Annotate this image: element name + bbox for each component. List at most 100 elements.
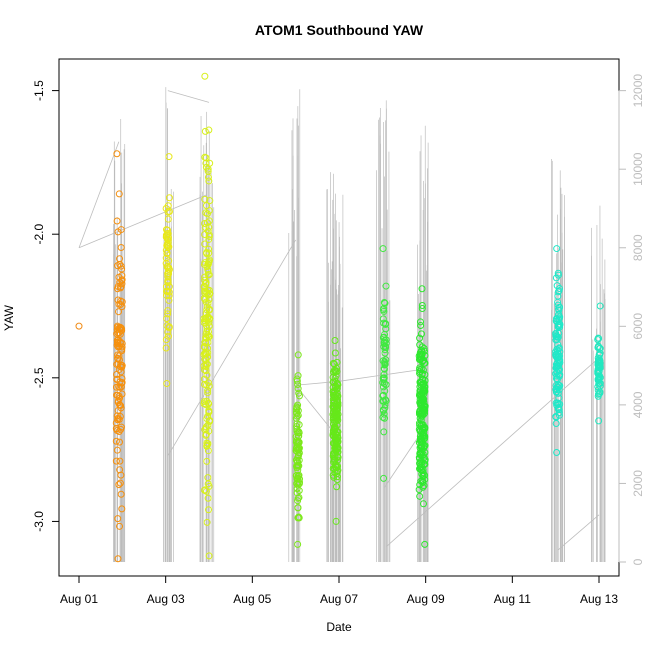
data-point xyxy=(165,270,173,278)
data-point xyxy=(418,397,426,405)
data-point xyxy=(418,285,426,293)
data-point xyxy=(417,321,425,329)
data-point xyxy=(381,299,389,307)
trace-connector-7 xyxy=(384,432,422,488)
data-point xyxy=(118,505,126,513)
data-point xyxy=(112,457,120,465)
data-point xyxy=(556,356,564,364)
data-point xyxy=(201,375,209,383)
data-point xyxy=(380,299,388,307)
data-point xyxy=(295,444,303,452)
data-point xyxy=(380,380,388,388)
data-point xyxy=(205,286,213,294)
data-point xyxy=(294,401,302,409)
data-point xyxy=(116,522,124,530)
data-point xyxy=(115,190,123,198)
data-point xyxy=(555,411,563,419)
data-point xyxy=(114,336,122,344)
data-point xyxy=(421,457,429,465)
data-point xyxy=(204,399,212,407)
data-point xyxy=(420,460,428,468)
data-point xyxy=(416,492,424,500)
data-point xyxy=(553,448,561,456)
data-point xyxy=(204,167,212,175)
data-point xyxy=(556,303,564,311)
y2-tick-label: 8000 xyxy=(631,234,645,261)
data-point xyxy=(293,377,301,385)
data-point xyxy=(382,282,390,290)
x-axis: Aug 01 Aug 03 Aug 05 Aug 07 Aug 09 Aug 11 Aug … xyxy=(60,575,618,606)
data-point xyxy=(333,404,341,412)
data-point xyxy=(164,273,172,281)
data-point xyxy=(294,466,302,474)
data-point xyxy=(204,260,212,268)
data-point xyxy=(552,413,560,421)
data-point xyxy=(201,287,209,295)
y2-tick-label: 10000 xyxy=(631,152,645,186)
trace-connector-3 xyxy=(167,239,297,457)
data-point xyxy=(292,405,300,413)
data-point xyxy=(554,389,562,397)
data-point xyxy=(596,358,604,366)
data-point xyxy=(330,378,338,386)
data-point xyxy=(203,457,211,465)
data-point xyxy=(163,315,171,323)
data-point xyxy=(162,336,170,344)
x-axis-label: Date xyxy=(326,620,352,634)
data-point xyxy=(381,414,389,422)
data-point xyxy=(293,410,301,418)
data-point xyxy=(294,540,302,548)
y2-axis: 0 2000 4000 6000 8000 10000 12000 xyxy=(618,74,645,565)
data-point xyxy=(162,226,170,234)
trace-connector-2 xyxy=(167,90,210,103)
data-point xyxy=(113,412,121,420)
data-point xyxy=(113,150,121,158)
data-point xyxy=(162,291,170,299)
data-point xyxy=(416,461,424,469)
data-point xyxy=(331,368,339,376)
data-point xyxy=(330,366,338,374)
data-point xyxy=(200,380,208,388)
data-point xyxy=(332,436,340,444)
data-point xyxy=(419,366,427,374)
data-point xyxy=(117,361,125,369)
data-point xyxy=(201,276,209,284)
data-point xyxy=(206,197,214,205)
data-point xyxy=(331,413,339,421)
data-point xyxy=(163,240,171,248)
data-point xyxy=(552,370,560,378)
data-point xyxy=(163,235,171,243)
data-point xyxy=(204,447,212,455)
data-point xyxy=(205,333,213,341)
data-point xyxy=(293,474,301,482)
data-point xyxy=(331,424,339,432)
data-point xyxy=(595,390,603,398)
data-point xyxy=(113,322,121,330)
data-point xyxy=(201,486,209,494)
data-point xyxy=(421,475,429,483)
data-point xyxy=(113,217,121,225)
data-point xyxy=(420,432,428,440)
data-point xyxy=(200,260,208,268)
y-tick-label: -3.0 xyxy=(32,511,46,532)
data-point xyxy=(295,493,303,501)
data-point xyxy=(415,486,423,494)
data-point xyxy=(165,208,173,216)
data-point xyxy=(204,379,212,387)
data-point xyxy=(205,235,213,243)
data-point xyxy=(416,465,424,473)
data-point xyxy=(205,408,213,416)
data-point xyxy=(201,72,209,80)
data-point xyxy=(416,399,424,407)
data-point xyxy=(115,300,123,308)
data-point xyxy=(332,517,340,525)
data-point xyxy=(294,351,302,359)
data-point xyxy=(415,356,423,364)
data-point xyxy=(293,420,301,428)
data-point xyxy=(556,321,564,329)
data-point xyxy=(294,504,302,512)
data-point xyxy=(203,518,211,526)
data-point xyxy=(117,262,125,270)
data-point xyxy=(333,379,341,387)
x-tick-label: Aug 03 xyxy=(147,592,185,606)
